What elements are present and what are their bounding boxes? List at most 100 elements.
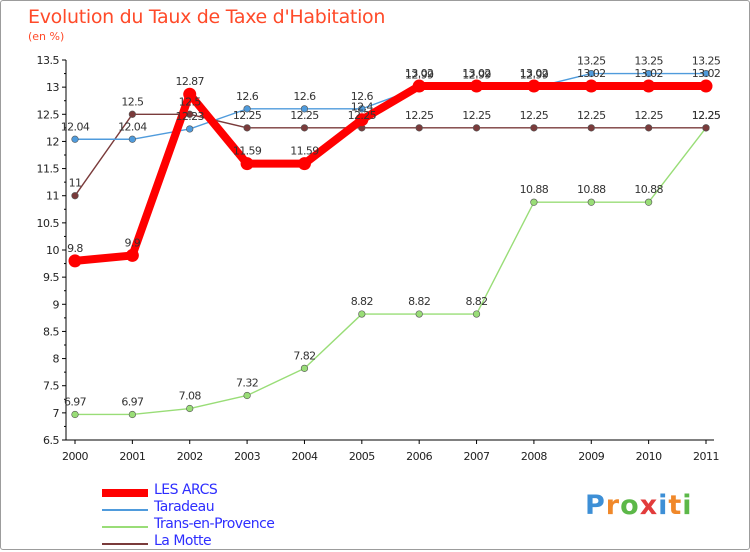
data-point [472,124,481,132]
data-point [243,105,251,113]
data-label: 13.02 [405,67,434,80]
data-label: 12.5 [121,95,144,108]
data-label: 12.04 [118,120,147,133]
data-point [702,124,710,132]
y-tick-label: 9 [53,298,60,311]
data-point [243,124,251,132]
data-point [183,87,197,101]
data-label: 12.25 [520,109,549,122]
data-label: 12.99 [462,69,491,82]
x-tick-label: 2007 [464,450,490,463]
data-label: 12.6 [351,90,374,103]
y-tick-label: 10.5 [37,217,60,230]
logo-letter: o [620,490,640,521]
y-tick-label: 7.5 [43,380,59,393]
data-point [355,113,369,127]
y-tick-label: 8 [53,353,60,366]
data-label: 12.04 [61,120,90,133]
y-tick-label: 12.5 [37,108,60,121]
y-tick-label: 11.5 [37,163,60,176]
logo-letter: t [668,490,683,521]
data-label: 13.25 [577,55,606,68]
data-label: 10.88 [520,183,549,196]
data-point [412,79,426,93]
data-label: 13.02 [520,67,549,80]
data-label: 12.99 [405,69,434,82]
data-label: 12.25 [462,109,491,122]
data-label: 13.02 [692,67,721,80]
chart-title: Evolution du Taux de Taxe d'Habitation [28,6,386,28]
data-label: 13.25 [692,55,721,68]
data-point [125,248,139,262]
x-tick-label: 2009 [578,450,604,463]
data-label: 8.82 [465,295,487,308]
x-tick-label: 2011 [693,450,719,463]
data-point [243,391,251,400]
data-label: 12.6 [236,90,259,103]
data-label: 13.25 [634,55,663,68]
x-tick-label: 2002 [177,450,203,463]
data-point [699,79,713,93]
y-tick-label: 13 [46,81,59,94]
legend-swatch [102,509,148,511]
data-point [71,410,79,419]
data-label: 12.5 [179,95,202,108]
data-label: 12.99 [520,69,549,82]
data-label: 6.97 [121,395,144,408]
data-label: 12.25 [692,109,721,122]
data-label: 13.02 [634,67,663,80]
data-label: 12.25 [290,109,319,122]
y-tick-label: 12 [46,135,59,148]
legend-swatch [102,526,148,528]
data-label: 13.02 [577,67,606,80]
logo-letter: P [585,490,606,521]
data-point [472,310,481,318]
data-point [71,135,79,143]
data-point [240,157,254,171]
data-point [300,105,309,113]
x-tick-label: 2010 [636,450,662,463]
x-tick-label: 2004 [291,450,317,463]
y-tick-label: 6.5 [43,434,59,447]
data-label: 12.25 [692,109,721,122]
data-point [530,124,538,132]
legend-label: LES ARCS [154,482,218,498]
data-point [186,125,194,133]
data-label: 12.6 [293,90,316,103]
data-label: 11 [69,177,82,190]
logo-letter: i [682,490,693,521]
data-point [587,198,595,206]
y-tick-label: 7 [53,407,60,420]
data-label: 13.02 [462,67,491,80]
data-label: 7.32 [236,376,258,389]
data-label: 8.82 [351,295,373,308]
y-tick-label: 10 [46,244,59,257]
y-tick-label: 9.5 [43,271,59,284]
data-label: 10.88 [577,183,606,196]
data-label: 12.25 [348,109,377,122]
data-point [470,79,484,93]
logo-letter: x [639,490,659,521]
data-point [642,79,656,93]
data-label: 12.23 [175,110,204,123]
data-point [128,135,136,143]
data-point [645,198,653,206]
x-tick-label: 2005 [349,450,375,463]
x-tick-label: 2000 [62,450,88,463]
data-label: 12.25 [577,109,606,122]
x-tick-label: 2008 [521,450,547,463]
logo-letter: r [605,490,621,521]
y-tick-label: 8.5 [43,325,59,338]
data-point [128,410,136,419]
data-label: 12.25 [405,109,434,122]
data-label: 9.9 [125,236,141,249]
series-line-les-arcs [71,82,710,265]
unit-label: (en %) [28,30,65,43]
data-label: 11.59 [233,145,262,158]
x-tick-label: 2006 [406,450,432,463]
x-tick-label: 2003 [234,450,260,463]
data-label: 12.25 [233,109,262,122]
data-point [415,310,423,318]
